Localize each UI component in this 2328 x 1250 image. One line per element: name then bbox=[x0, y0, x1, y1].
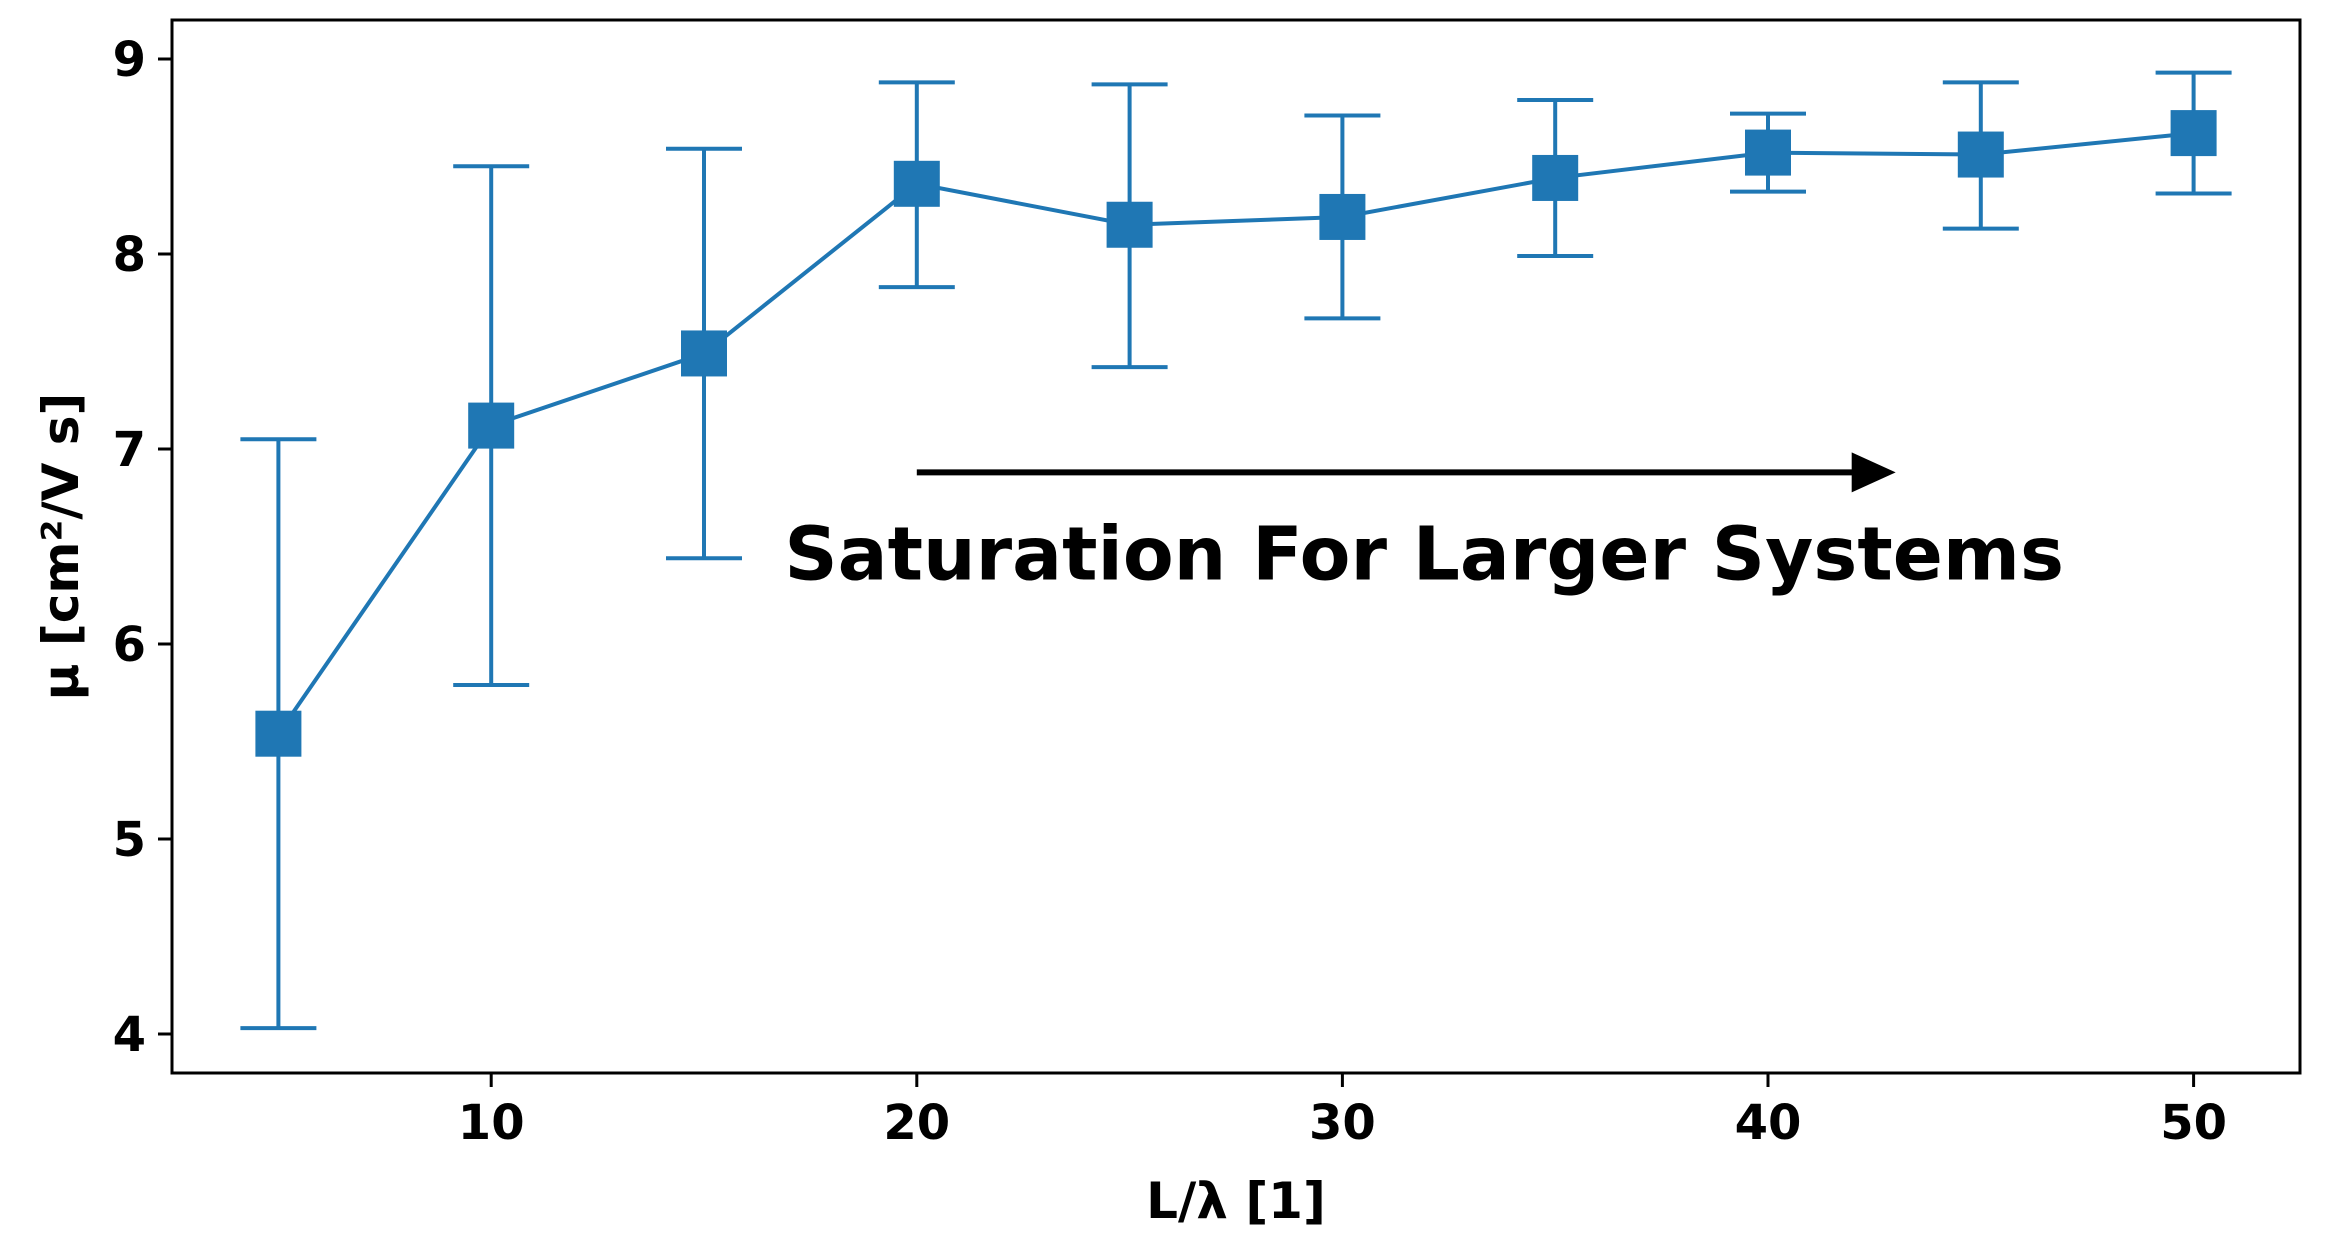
x-tick-label: 20 bbox=[883, 1095, 950, 1151]
data-point bbox=[1745, 129, 1791, 176]
data-point bbox=[468, 402, 515, 449]
data-point bbox=[1106, 201, 1153, 248]
plot-marks bbox=[240, 70, 2232, 1031]
x-tick-label: 50 bbox=[2160, 1095, 2227, 1151]
data-point bbox=[255, 710, 302, 757]
y-axis-label: μ [cm²/V s] bbox=[32, 393, 90, 701]
y-tick-label: 7 bbox=[113, 422, 146, 478]
annotation-text: Saturation For Larger Systems bbox=[784, 511, 2064, 597]
plot-frame bbox=[170, 18, 2302, 1075]
y-tick-label: 4 bbox=[113, 1007, 146, 1063]
x-tick-label: 10 bbox=[458, 1095, 525, 1151]
y-tick-label: 5 bbox=[113, 812, 146, 868]
x-axis-label: L/λ [1] bbox=[1146, 1172, 1326, 1230]
data-point bbox=[893, 160, 940, 207]
y-tick-label: 6 bbox=[113, 617, 146, 673]
data-point bbox=[1532, 154, 1579, 201]
x-tick-label: 30 bbox=[1309, 1095, 1376, 1151]
y-tick-label: 8 bbox=[113, 227, 146, 283]
axes: 10 20 30 40 50 4 5 6 7 8 9 bbox=[113, 32, 2227, 1151]
annotation-arrow-head bbox=[1851, 452, 1896, 493]
data-point bbox=[2170, 110, 2217, 157]
y-tick-label: 9 bbox=[113, 32, 146, 88]
data-point bbox=[681, 330, 727, 377]
annotation: Saturation For Larger Systems bbox=[784, 452, 2064, 597]
series-line bbox=[276, 131, 2194, 735]
x-tick-label: 40 bbox=[1735, 1095, 1802, 1151]
data-point bbox=[1957, 131, 2004, 178]
data-point bbox=[1319, 193, 1366, 240]
